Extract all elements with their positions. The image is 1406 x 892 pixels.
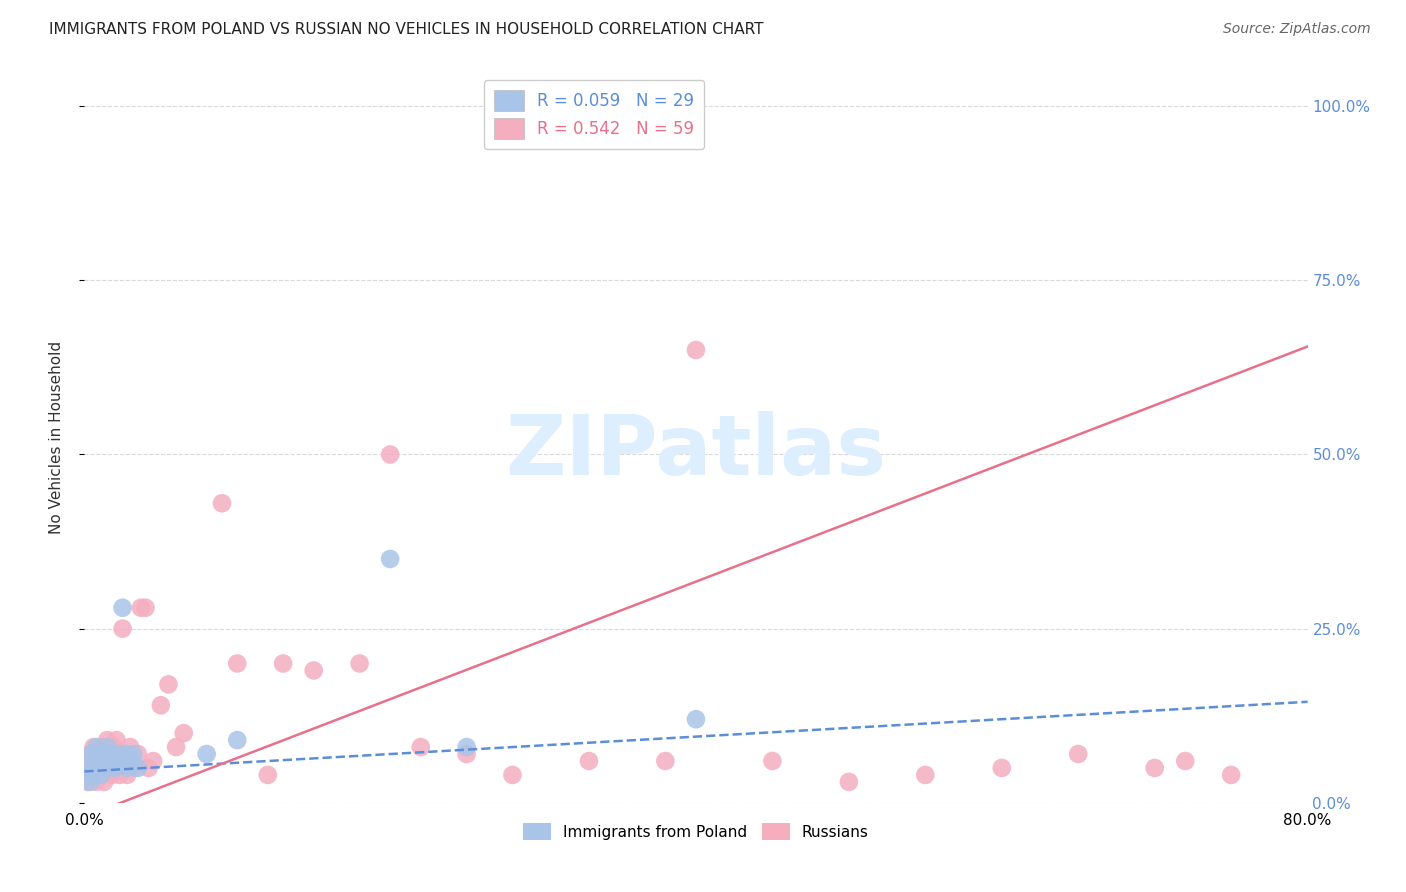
Point [135, 600, 157, 615]
Point [89, 761, 111, 775]
Point [380, 448, 402, 462]
Point [90, 740, 112, 755]
Legend: Immigrants from Poland, Russians: Immigrants from Poland, Russians [517, 816, 875, 847]
Point [115, 768, 138, 782]
Point [685, 712, 707, 726]
Point [142, 754, 165, 768]
Point [114, 747, 136, 761]
Point [75, 754, 97, 768]
Point [456, 747, 478, 761]
Point [578, 754, 600, 768]
Point [409, 740, 432, 755]
Point [76, 761, 98, 775]
Point [761, 754, 783, 768]
Point [84, 754, 107, 768]
Point [122, 761, 145, 775]
Point [79, 747, 101, 761]
Point [79, 775, 101, 789]
Point [127, 761, 149, 775]
Point [101, 754, 124, 768]
Point [685, 343, 707, 357]
Point [1174, 754, 1197, 768]
Point [86, 775, 108, 789]
Point [157, 677, 180, 691]
Point [94, 754, 117, 768]
Point [122, 747, 145, 761]
Point [105, 733, 128, 747]
Point [1143, 761, 1166, 775]
Point [108, 768, 131, 782]
Point [104, 761, 127, 775]
Y-axis label: No Vehicles in Household: No Vehicles in Household [49, 341, 63, 533]
Point [991, 761, 1014, 775]
Point [86, 740, 108, 755]
Point [838, 775, 860, 789]
Point [91, 754, 114, 768]
Point [111, 622, 134, 636]
Point [1067, 747, 1090, 761]
Point [93, 775, 115, 789]
Point [87, 747, 110, 761]
Point [914, 768, 936, 782]
Point [103, 740, 125, 755]
Point [302, 664, 325, 678]
Point [76, 775, 98, 789]
Point [91, 747, 114, 761]
Point [96, 740, 118, 755]
Point [89, 754, 111, 768]
Point [115, 761, 138, 775]
Point [349, 657, 371, 671]
Point [456, 740, 478, 755]
Point [149, 698, 172, 713]
Text: Source: ZipAtlas.com: Source: ZipAtlas.com [1223, 22, 1371, 37]
Point [226, 657, 249, 671]
Point [77, 761, 100, 775]
Point [257, 768, 280, 782]
Point [110, 754, 132, 768]
Point [80, 768, 103, 782]
Point [120, 754, 142, 768]
Point [80, 747, 103, 761]
Point [114, 761, 136, 775]
Point [502, 768, 524, 782]
Point [129, 600, 152, 615]
Point [226, 733, 249, 747]
Point [173, 726, 195, 740]
Point [98, 754, 121, 768]
Point [120, 740, 142, 755]
Point [93, 761, 115, 775]
Point [380, 552, 402, 566]
Point [87, 761, 110, 775]
Point [654, 754, 676, 768]
Point [101, 768, 124, 782]
Point [104, 747, 127, 761]
Point [195, 747, 218, 761]
Point [111, 600, 134, 615]
Point [107, 747, 129, 761]
Point [165, 740, 187, 755]
Point [127, 747, 149, 761]
Point [83, 768, 105, 782]
Text: ZIPatlas: ZIPatlas [506, 411, 886, 492]
Point [97, 761, 120, 775]
Point [1220, 768, 1243, 782]
Point [211, 496, 233, 510]
Point [97, 747, 120, 761]
Point [107, 754, 129, 768]
Point [94, 747, 117, 761]
Point [83, 740, 105, 755]
Point [96, 733, 118, 747]
Point [90, 768, 112, 782]
Point [271, 657, 294, 671]
Point [138, 761, 160, 775]
Point [84, 754, 107, 768]
Text: IMMIGRANTS FROM POLAND VS RUSSIAN NO VEHICLES IN HOUSEHOLD CORRELATION CHART: IMMIGRANTS FROM POLAND VS RUSSIAN NO VEH… [49, 22, 763, 37]
